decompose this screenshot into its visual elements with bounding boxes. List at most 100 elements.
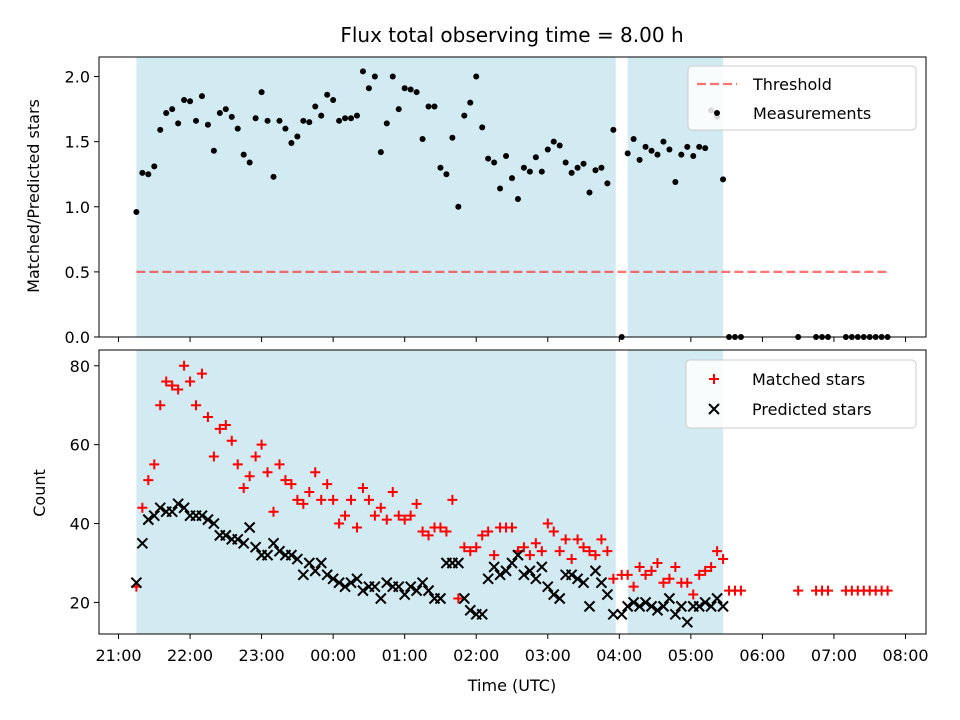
matched-star-point <box>596 534 607 545</box>
ratio-plot-y-tick-label: 0.5 <box>65 263 90 282</box>
ratio-plot-y-tick-label: 2.0 <box>65 68 90 87</box>
matched-star-point <box>214 423 225 434</box>
predicted-star-point <box>237 537 250 549</box>
count-plot-x-tick-label: 21:00 <box>95 646 141 665</box>
measurement-point <box>532 154 539 161</box>
ratio-plot-y-tick-label: 1.0 <box>65 198 90 217</box>
measurement-point <box>288 139 295 146</box>
measurement-point <box>720 176 727 183</box>
measurement-point <box>636 156 643 163</box>
matched-star-point <box>459 542 470 553</box>
matched-star-point <box>572 534 583 545</box>
matched-star-point <box>232 459 243 470</box>
measurement-point <box>461 112 468 119</box>
measurement-point <box>359 68 366 75</box>
matched-star-point <box>554 546 565 557</box>
matched-star-point <box>387 487 398 497</box>
matched-star-point <box>646 565 657 576</box>
predicted-star-point <box>393 580 405 593</box>
count-plot-x-tick-label: 01:00 <box>382 646 428 665</box>
ratio-plot-legend <box>687 65 917 131</box>
matched-star-point <box>292 494 303 505</box>
matched-star-point <box>196 368 207 379</box>
measurement-point <box>163 110 170 116</box>
predicted-star-point <box>669 608 682 620</box>
predicted-star-point <box>434 592 447 605</box>
matched-star-point <box>530 538 541 549</box>
measurement-point <box>624 150 631 157</box>
predicted-star-point <box>327 573 339 585</box>
measurement-point <box>514 195 521 202</box>
predicted-star-point <box>615 608 628 620</box>
measurement-point <box>580 160 587 167</box>
measurement-point <box>654 151 661 158</box>
matched-star-point <box>274 459 285 470</box>
count-plot-x-tick-label: 00:00 <box>310 646 356 665</box>
measurement-point <box>252 115 259 122</box>
matched-star-point <box>381 514 392 525</box>
measurement-point <box>509 175 515 182</box>
count-plot-x-axis-label: Time (UTC) <box>467 676 556 695</box>
measurement-point <box>276 117 283 124</box>
measurement-point <box>246 159 253 166</box>
measurement-point <box>520 164 527 171</box>
measurement-point <box>479 124 486 131</box>
matched-star-point <box>688 589 699 600</box>
legend-measurements-label: Measurements <box>753 104 871 123</box>
matched-star-point <box>518 542 529 553</box>
count-plot-x-tick-label: 23:00 <box>239 646 285 665</box>
measurement-point <box>151 163 158 170</box>
predicted-star-point <box>178 502 190 514</box>
measurement-point <box>690 152 697 159</box>
measurement-point <box>401 85 408 92</box>
matched-star-point <box>268 506 279 517</box>
measurement-point <box>365 85 372 92</box>
predicted-star-point <box>595 577 608 589</box>
measurement-point <box>139 169 146 176</box>
predicted-star-point <box>476 608 488 620</box>
measurement-point <box>348 115 355 122</box>
legend-predicted-swatch <box>708 403 720 415</box>
measurement-point <box>145 171 152 178</box>
predicted-star-point <box>693 600 705 613</box>
predicted-star-point <box>711 592 723 605</box>
predicted-star-point <box>261 549 274 561</box>
count-plot-y-tick-label: 60 <box>70 436 90 455</box>
measurement-point <box>538 168 545 175</box>
measurement-point <box>258 89 265 96</box>
predicted-star-point <box>232 533 244 546</box>
ratio-plot-y-axis-label: Matched/Predicted stars <box>24 99 43 293</box>
measurement-point <box>473 73 480 80</box>
measurement-point <box>133 208 140 215</box>
measurement-point <box>485 155 492 162</box>
predicted-star-point <box>404 580 417 593</box>
measurement-point <box>586 189 593 196</box>
matched-star-point <box>652 558 663 568</box>
predicted-star-point <box>639 596 652 609</box>
predicted-star-point <box>339 580 351 593</box>
matched-star-point <box>369 510 380 521</box>
chart-title: Flux total observing time = 8.00 h <box>340 23 683 47</box>
matched-star-point <box>465 546 476 557</box>
measurement-point <box>491 159 498 166</box>
matched-star-point <box>256 439 267 450</box>
matched-star-point <box>286 479 297 490</box>
matched-star-point <box>578 542 589 553</box>
matched-star-point <box>524 550 535 561</box>
predicted-star-point <box>166 506 178 518</box>
predicted-star-point <box>494 569 506 581</box>
matched-star-point <box>185 376 196 387</box>
matched-star-point <box>447 494 458 505</box>
matched-star-point <box>793 585 804 596</box>
matched-star-point <box>628 581 639 592</box>
matched-star-point <box>304 487 315 497</box>
predicted-star-point <box>267 537 280 549</box>
predicted-star-point <box>422 584 435 597</box>
predicted-star-point <box>500 565 512 577</box>
measurement-point <box>282 125 289 132</box>
predicted-star-point <box>577 577 590 589</box>
matched-star-point <box>220 419 231 430</box>
measurement-point <box>696 143 703 150</box>
measurement-point <box>467 99 474 106</box>
